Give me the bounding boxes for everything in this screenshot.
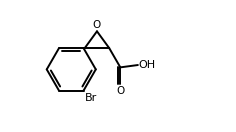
Text: OH: OH — [139, 60, 156, 70]
Text: O: O — [116, 86, 124, 96]
Text: O: O — [93, 20, 101, 30]
Text: Br: Br — [85, 93, 97, 103]
